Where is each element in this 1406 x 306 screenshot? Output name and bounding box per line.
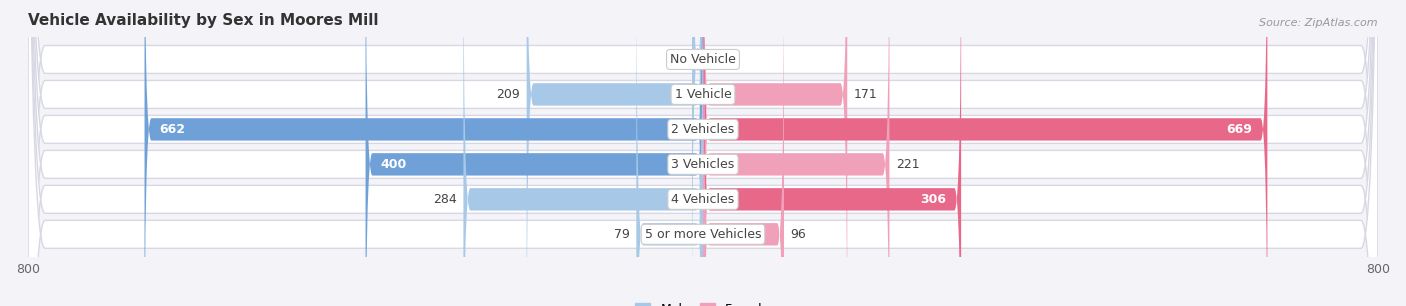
FancyBboxPatch shape (703, 0, 785, 306)
Text: No Vehicle: No Vehicle (671, 53, 735, 66)
Text: 4 Vehicles: 4 Vehicles (672, 193, 734, 206)
Text: 306: 306 (920, 193, 946, 206)
FancyBboxPatch shape (703, 0, 890, 306)
FancyBboxPatch shape (366, 0, 703, 306)
Text: 5 or more Vehicles: 5 or more Vehicles (645, 228, 761, 241)
FancyBboxPatch shape (703, 0, 1267, 306)
Text: 79: 79 (614, 228, 630, 241)
Text: 1 Vehicle: 1 Vehicle (675, 88, 731, 101)
Text: 0: 0 (710, 53, 717, 66)
Text: Vehicle Availability by Sex in Moores Mill: Vehicle Availability by Sex in Moores Mi… (28, 13, 378, 28)
FancyBboxPatch shape (28, 0, 1378, 306)
Text: 96: 96 (790, 228, 807, 241)
Text: 2 Vehicles: 2 Vehicles (672, 123, 734, 136)
FancyBboxPatch shape (464, 0, 703, 306)
FancyBboxPatch shape (703, 0, 962, 306)
Text: 284: 284 (433, 193, 457, 206)
FancyBboxPatch shape (28, 0, 1378, 306)
Text: 400: 400 (381, 158, 406, 171)
Text: 209: 209 (496, 88, 520, 101)
FancyBboxPatch shape (527, 0, 703, 306)
FancyBboxPatch shape (28, 0, 1378, 306)
FancyBboxPatch shape (703, 0, 848, 306)
Text: 669: 669 (1226, 123, 1253, 136)
FancyBboxPatch shape (28, 0, 1378, 306)
Text: 662: 662 (160, 123, 186, 136)
Text: 3 Vehicles: 3 Vehicles (672, 158, 734, 171)
Text: 13: 13 (669, 53, 685, 66)
FancyBboxPatch shape (692, 0, 703, 306)
FancyBboxPatch shape (28, 0, 1378, 306)
Text: 221: 221 (896, 158, 920, 171)
Legend: Male, Female: Male, Female (630, 298, 776, 306)
FancyBboxPatch shape (145, 0, 703, 306)
FancyBboxPatch shape (28, 0, 1378, 306)
Text: 171: 171 (853, 88, 877, 101)
FancyBboxPatch shape (637, 0, 703, 306)
Text: Source: ZipAtlas.com: Source: ZipAtlas.com (1260, 18, 1378, 28)
